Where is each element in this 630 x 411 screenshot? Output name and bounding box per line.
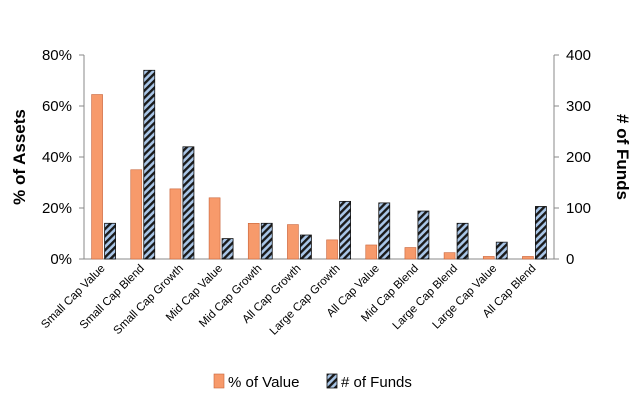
x-category-label: Small Cap Growth <box>112 263 186 337</box>
y-right-tick-label: 200 <box>566 149 591 166</box>
y-left-tick-label: 60% <box>42 98 72 115</box>
y-left-axis-title: % of Assets <box>10 109 29 205</box>
y-left-tick-label: 80% <box>42 47 72 64</box>
legend-swatch-num-funds <box>326 373 338 389</box>
legend-label-pct-value: % of Value <box>228 374 299 391</box>
bar-num-funds <box>495 241 508 260</box>
axes <box>79 54 559 260</box>
legend: % of Value # of Funds <box>213 373 412 391</box>
x-category-label: Large Cap Growth <box>268 263 343 338</box>
bar-pct-value <box>522 256 534 260</box>
bar-num-funds <box>221 238 234 260</box>
bar-pct-value <box>404 247 417 260</box>
legend-swatch-pct-value <box>213 373 225 389</box>
bar-pct-value <box>365 244 378 260</box>
bar-pct-value <box>130 169 143 260</box>
bar-pct-value <box>169 188 182 260</box>
bars <box>91 69 547 260</box>
y-left-tick-label: 0% <box>50 251 72 268</box>
y-right-tick-label: 0 <box>566 251 574 268</box>
bar-pct-value <box>91 94 103 260</box>
y-right-tick-label: 300 <box>566 98 591 115</box>
bar-num-funds <box>104 222 116 260</box>
bar-pct-value <box>482 256 495 260</box>
bar-num-funds <box>300 234 312 260</box>
bar-num-funds <box>339 200 351 260</box>
bar-num-funds <box>260 222 273 260</box>
legend-label-num-funds: # of Funds <box>341 374 412 391</box>
y-right-axis-title: # of Funds <box>613 114 630 200</box>
y-right-tick-label: 400 <box>566 47 591 64</box>
bar-num-funds <box>535 206 547 260</box>
y-right-tick-label: 100 <box>566 200 591 217</box>
y-left-tick-label: 40% <box>42 149 72 166</box>
y-left-tick-label: 20% <box>42 200 72 217</box>
bar-num-funds <box>378 202 391 260</box>
bar-pct-value <box>443 252 456 260</box>
bar-pct-value <box>247 223 260 260</box>
bar-pct-value <box>326 239 338 260</box>
bar-num-funds <box>456 222 469 260</box>
bar-num-funds <box>417 210 430 260</box>
x-category-label: Small Cap Value <box>39 263 107 331</box>
bar-num-funds <box>143 69 156 260</box>
labels: 0% 20% 40% 60% 80% 0 100 200 300 400 % of Assets # … <box>10 47 630 338</box>
bar-pct-value <box>208 197 221 260</box>
bar-pct-value <box>287 224 299 260</box>
bar-num-funds <box>182 146 195 260</box>
